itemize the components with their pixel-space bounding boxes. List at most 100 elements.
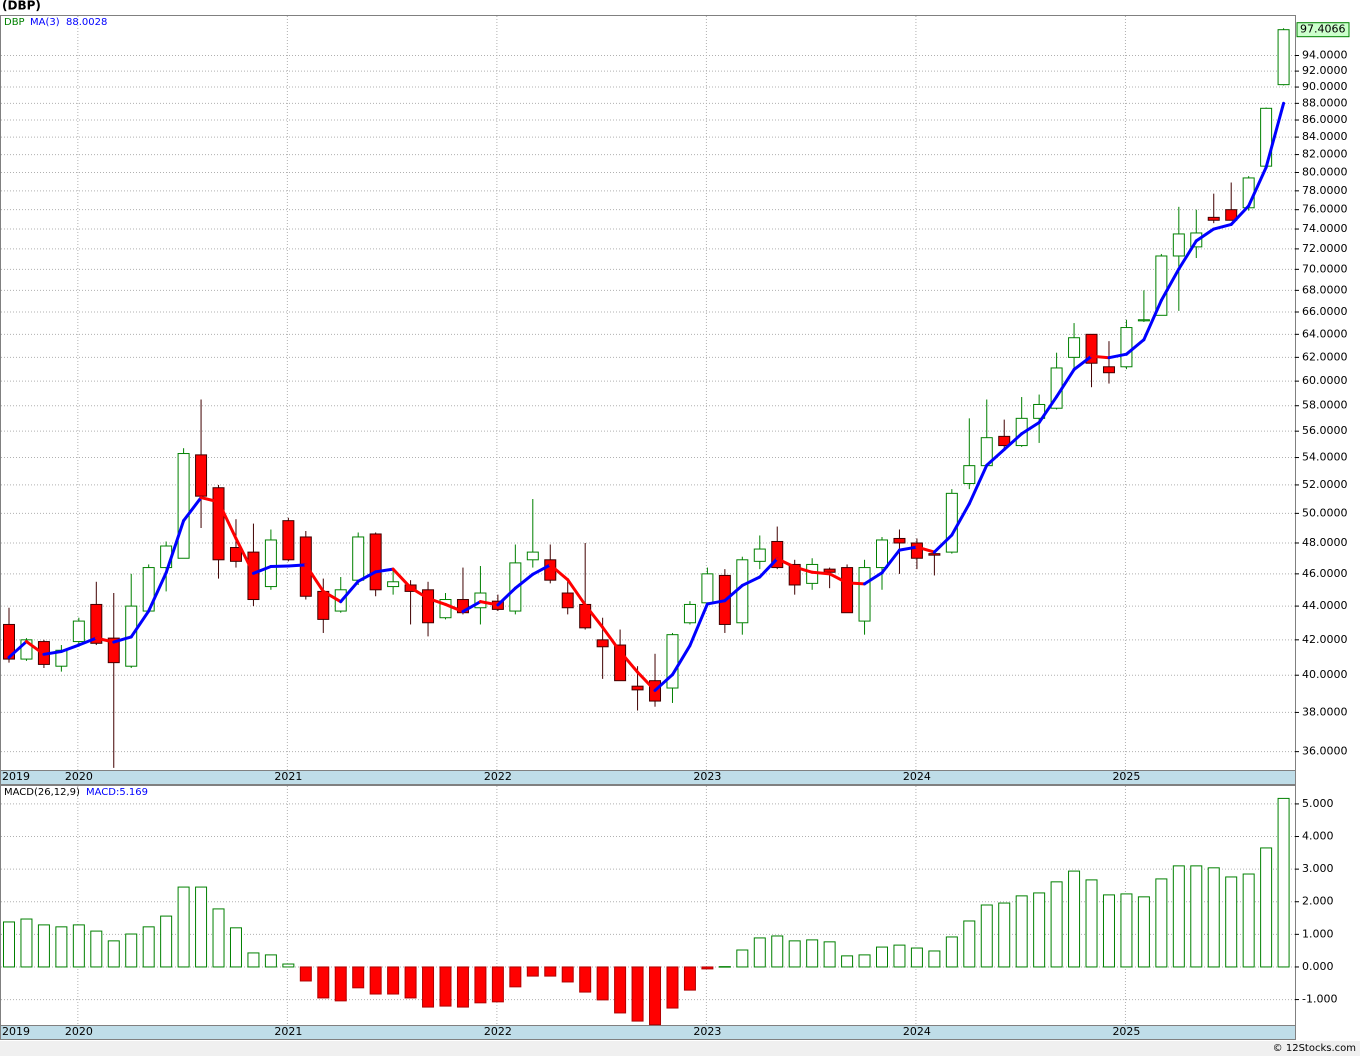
macd-bar [73,925,84,967]
macd-bar [981,905,992,967]
macd-bar [335,967,346,1001]
x-tick-label: 2022 [484,1025,512,1038]
x-axis-band [1,771,1296,785]
candle-body [1069,338,1080,358]
x-tick-label: 2020 [65,770,93,783]
macd-bar [1103,895,1114,967]
y-tick-label: 72.0000 [1302,242,1348,255]
y-tick-label: 42.0000 [1302,633,1348,646]
candle-body [702,574,713,603]
macd-bar [1173,866,1184,967]
y-tick-label: 94.0000 [1302,49,1348,62]
macd-bar [1278,798,1289,967]
macd-bar [475,967,486,1003]
x-tick-label: 2024 [903,770,931,783]
y-tick-label: 92.0000 [1302,64,1348,77]
macd-bar [457,967,468,1007]
candle-body [737,560,748,623]
y-tick-label: 0.000 [1302,960,1334,973]
y-tick-label: 88.0000 [1302,96,1348,109]
macd-bar [1069,871,1080,967]
macd-bar [859,955,870,967]
macd-panel [1,786,1296,1026]
macd-bar [580,967,591,992]
y-tick-label: 38.0000 [1302,705,1348,718]
macd-bar [842,956,853,967]
macd-bar [1261,848,1272,967]
candle-body [370,534,381,590]
macd-bar [38,925,49,967]
y-tick-label: 68.0000 [1302,283,1348,296]
macd-bar [196,887,207,967]
y-tick-label: 50.0000 [1302,506,1348,519]
macd-bar [702,967,713,969]
macd-bar [492,967,503,1002]
macd-bar [213,909,224,967]
candle-body [73,621,84,641]
candle-body [824,569,835,572]
ma-line [847,583,864,584]
candle-body [213,488,224,560]
macd-bar [1016,896,1027,967]
macd-bar [946,937,957,967]
macd-bar [56,927,67,967]
candle-body [946,493,957,552]
macd-bar [999,903,1010,967]
macd-bar [248,953,259,967]
candle-body [754,549,765,561]
candle-body [1208,217,1219,220]
macd-bar [650,967,661,1025]
macd-bar [353,967,364,988]
macd-bar [1243,874,1254,967]
candle-body [178,454,189,559]
y-tick-label: 48.0000 [1302,536,1348,549]
legend-entry: DBP [4,17,25,28]
macd-bar [894,945,905,967]
x-tick-label: 2019 [2,770,30,783]
candle-body [842,568,853,613]
macd-bar [510,967,521,987]
macd-bar [265,955,276,967]
macd-bar [772,936,783,967]
macd-bar [1156,879,1167,967]
y-tick-label: 74.0000 [1302,222,1348,235]
macd-bar [405,967,416,998]
macd-bar [632,967,643,1021]
macd-bar [737,950,748,967]
candle-body [318,591,329,619]
macd-bar [1226,877,1237,967]
candle-body [632,686,643,690]
y-tick-label: 36.0000 [1302,745,1348,758]
y-tick-label: 3.000 [1302,862,1334,875]
candle-body [562,593,573,608]
y-tick-label: 54.0000 [1302,451,1348,464]
macd-bar [4,922,15,967]
x-tick-label: 2019 [2,1025,30,1038]
macd-bar [877,947,888,967]
macd-bar [964,921,975,967]
y-tick-label: 40.0000 [1302,668,1348,681]
macd-bar [562,967,573,982]
candle-body [859,568,870,622]
macd-bar [789,941,800,967]
footer: © 12Stocks.com [1273,1043,1356,1054]
candle-body [1138,320,1149,321]
macd-bar [300,967,311,981]
candle-body [911,543,922,558]
candle-body [1103,367,1114,373]
footer-band [0,1041,1360,1056]
candle-body [388,582,399,587]
y-tick-label: 4.000 [1302,830,1334,843]
macd-bar [370,967,381,994]
macd-bar [719,967,730,968]
macd-bar [1208,868,1219,967]
y-tick-label: 58.0000 [1302,399,1348,412]
macd-bar [161,916,172,967]
y-tick-label: -1.000 [1302,993,1337,1006]
ma-line [812,572,829,574]
y-tick-label: 56.0000 [1302,424,1348,437]
y-tick-label: 90.0000 [1302,80,1348,93]
y-tick-label: 5.000 [1302,797,1334,810]
x-tick-label: 2025 [1112,1025,1140,1038]
